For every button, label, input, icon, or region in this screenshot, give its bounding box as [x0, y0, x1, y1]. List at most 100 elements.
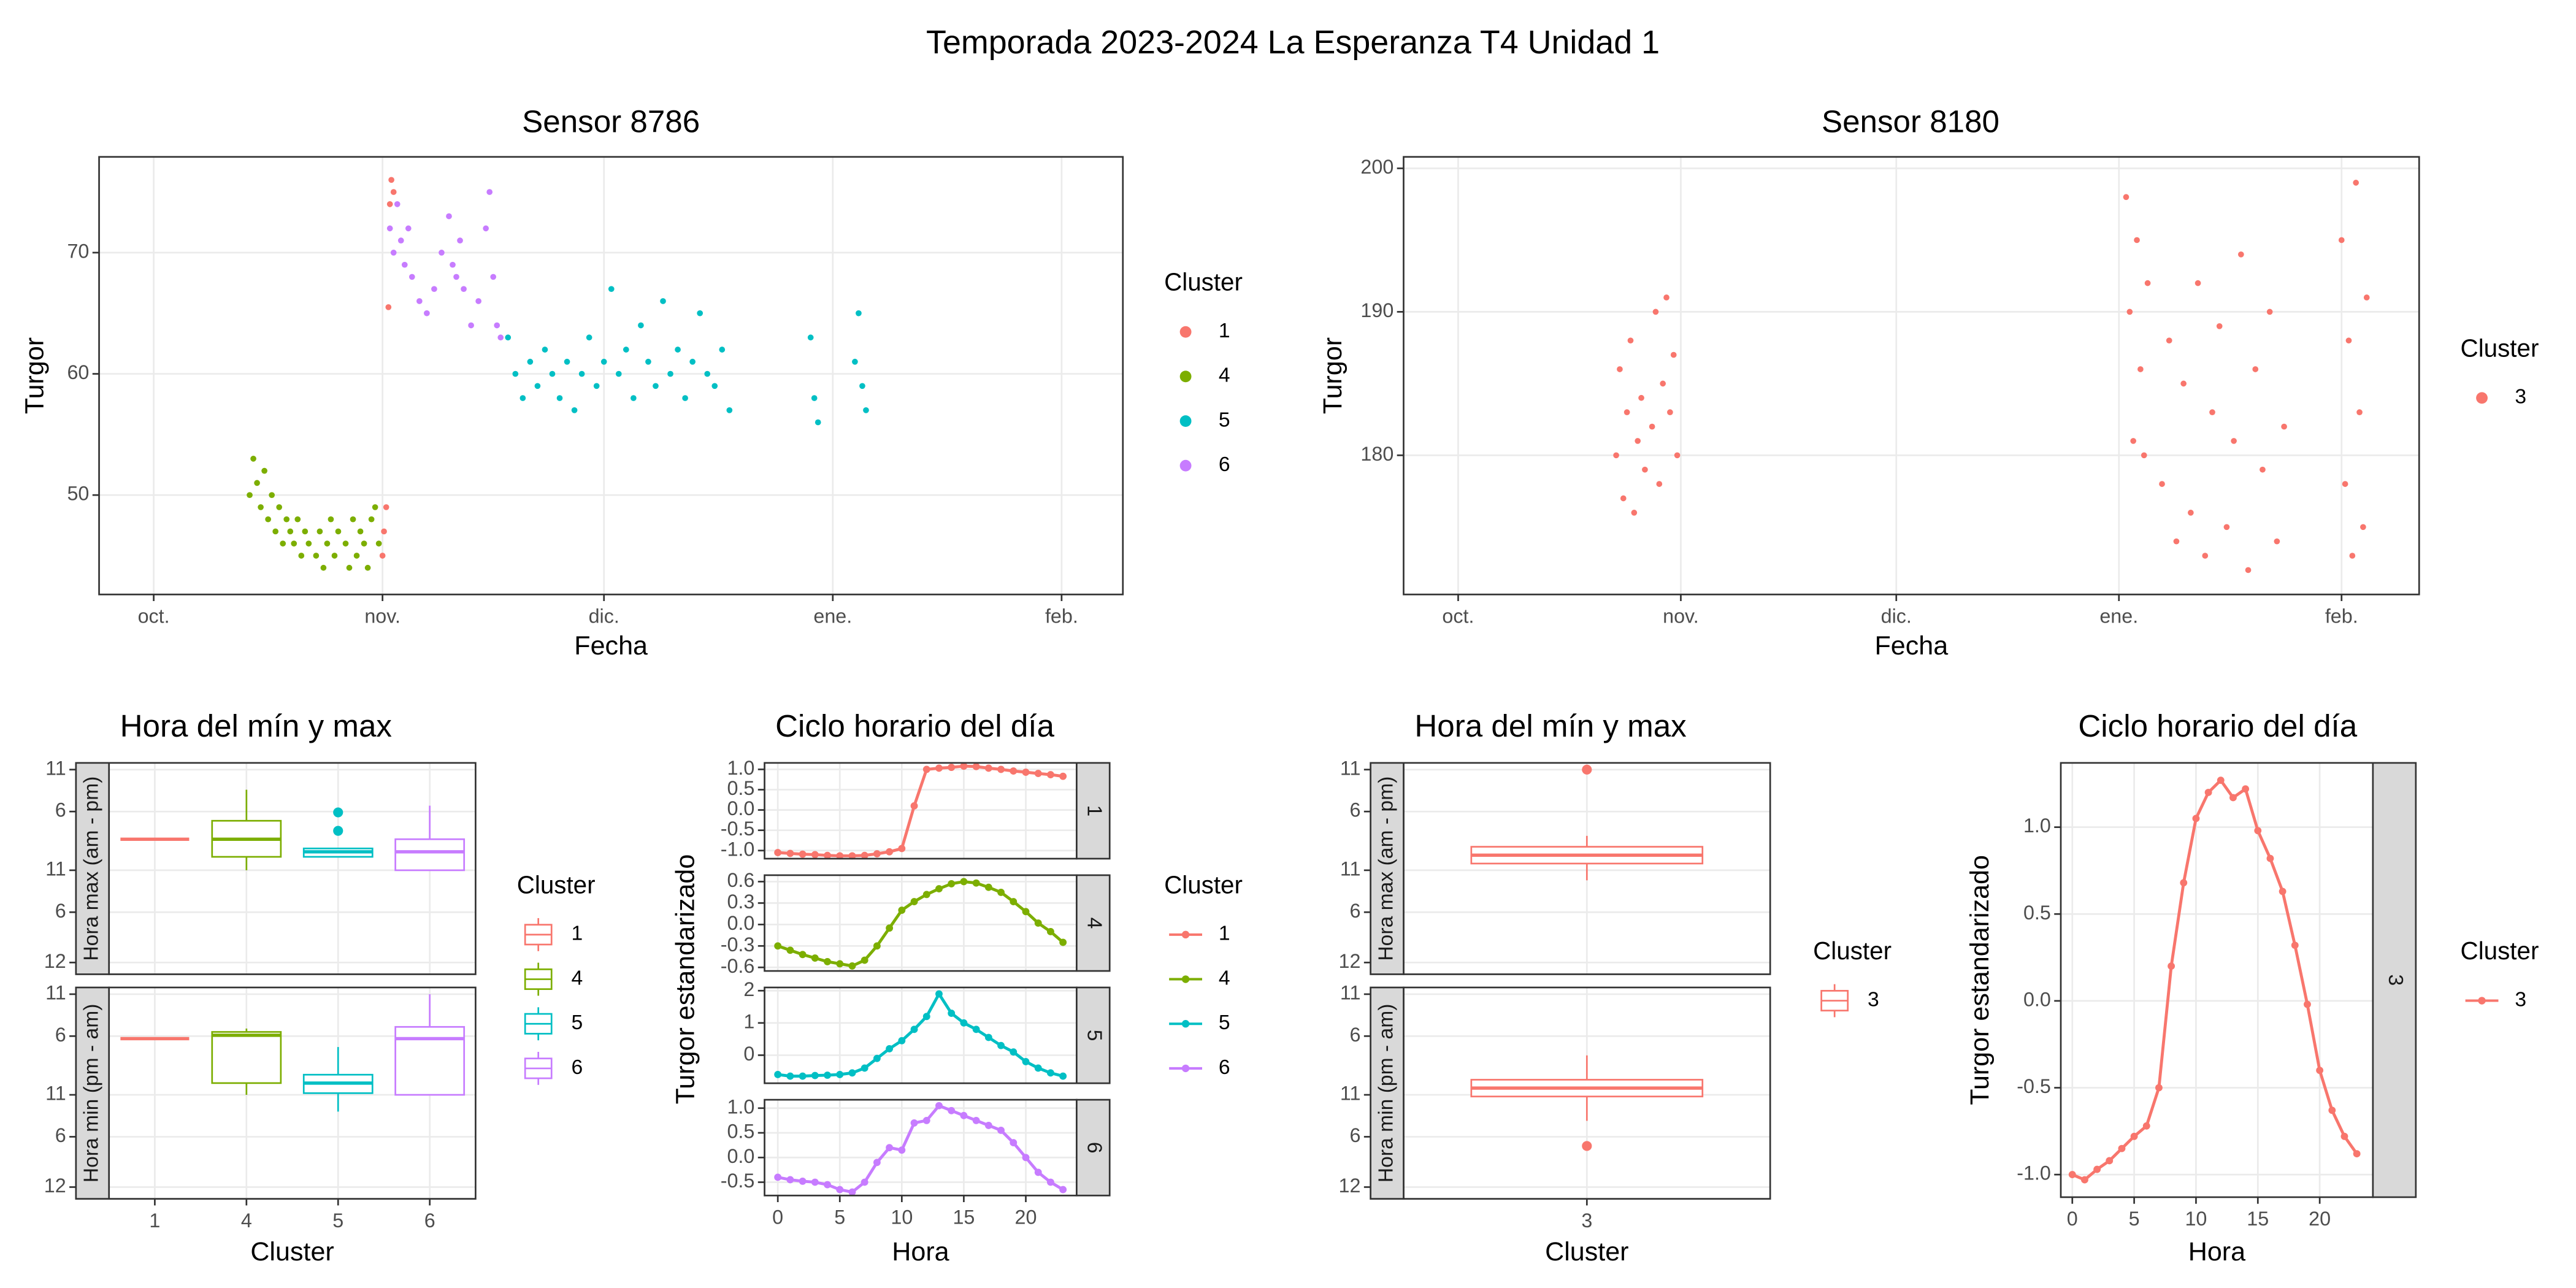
- legend-key: [2476, 392, 2488, 404]
- data-point: [1638, 394, 1644, 401]
- data-point: [873, 1054, 881, 1062]
- panel-background: [1403, 156, 2420, 595]
- data-point: [258, 504, 264, 510]
- data-point: [254, 480, 260, 486]
- x-tick-label: nov.: [1663, 605, 1699, 627]
- data-point: [2360, 524, 2366, 531]
- data-point: [490, 274, 497, 280]
- data-point: [269, 492, 275, 499]
- y-tick-label: 11: [45, 1083, 66, 1105]
- data-point: [556, 395, 563, 401]
- legend-key: [1179, 370, 1192, 383]
- data-point: [2231, 438, 2237, 444]
- legend-label: 5: [1219, 1011, 1230, 1034]
- data-point: [910, 1119, 918, 1127]
- data-point: [364, 564, 371, 571]
- y-tick-label: 0.5: [727, 777, 754, 799]
- data-point: [2173, 538, 2180, 545]
- facet-label: 1: [1083, 805, 1105, 817]
- y-tick-label: 1.0: [727, 757, 754, 779]
- panel-border: [98, 156, 1124, 596]
- data-point: [972, 1116, 980, 1124]
- data-point: [2081, 1176, 2088, 1184]
- x-tick-label: oct.: [1442, 605, 1474, 627]
- data-point: [394, 201, 401, 207]
- data-point: [824, 851, 831, 859]
- legend-label: 3: [2515, 988, 2526, 1011]
- data-point: [386, 201, 393, 207]
- legend-key: [2478, 997, 2486, 1005]
- data-point: [2266, 309, 2273, 315]
- data-point: [786, 946, 794, 954]
- x-tick-label: nov.: [364, 605, 401, 627]
- y-tick-label: 11: [45, 981, 66, 1003]
- chart-title: Hora del mín y max: [120, 708, 393, 743]
- data-point: [302, 528, 309, 535]
- data-point: [997, 888, 1005, 896]
- y-tick-label: -0.5: [2017, 1075, 2051, 1097]
- legend-label: 3: [2515, 386, 2526, 408]
- data-point: [2353, 180, 2359, 186]
- data-point: [984, 883, 992, 891]
- panel-background: [99, 156, 1123, 595]
- y-tick-label: 12: [44, 1175, 66, 1197]
- data-point: [475, 298, 481, 304]
- data-point: [848, 852, 856, 860]
- legend-label: 3: [1868, 988, 1879, 1011]
- y-tick-label: 6: [55, 1024, 66, 1046]
- panel-border: [1403, 156, 2420, 596]
- data-point: [350, 516, 356, 523]
- data-point: [863, 407, 869, 413]
- x-tick-label: 20: [2309, 1208, 2331, 1230]
- legend-title: Cluster: [1164, 268, 1243, 296]
- data-point: [368, 516, 375, 523]
- chart-title: Ciclo horario del día: [2078, 708, 2357, 743]
- data-point: [948, 764, 956, 772]
- y-tick-label: 11: [1340, 757, 1361, 779]
- data-point: [527, 358, 534, 365]
- data-point: [799, 1072, 807, 1080]
- facet-strip: [1076, 762, 1111, 860]
- data-point: [328, 516, 334, 523]
- x-tick-label: 10: [2185, 1208, 2207, 1230]
- facet-strip: [1370, 986, 1405, 1200]
- data-point: [2242, 785, 2250, 793]
- facet-strip: [1076, 874, 1111, 972]
- data-point: [335, 528, 342, 535]
- x-tick-label: feb.: [2325, 605, 2358, 627]
- data-point: [1631, 510, 1638, 516]
- data-point: [2245, 567, 2252, 573]
- x-axis-label: Hora: [2188, 1237, 2245, 1267]
- facet-label: 5: [1083, 1030, 1105, 1041]
- data-point: [2229, 794, 2237, 802]
- y-tick-label: 1: [743, 1010, 754, 1032]
- data-point: [397, 237, 404, 243]
- data-point: [960, 1111, 968, 1119]
- facet-label: 3: [2384, 975, 2407, 986]
- data-point: [898, 1037, 906, 1045]
- data-point: [667, 370, 673, 377]
- y-tick-label: 6: [1349, 1124, 1360, 1146]
- data-point: [910, 1025, 918, 1033]
- x-tick-label: 5: [834, 1206, 845, 1228]
- data-point: [2363, 294, 2370, 301]
- data-point: [948, 1010, 956, 1017]
- legend-key: [1181, 975, 1190, 983]
- data-point: [2353, 1150, 2361, 1158]
- facet-strip: [75, 762, 110, 975]
- data-point: [512, 370, 519, 377]
- data-point: [922, 891, 930, 899]
- data-point: [453, 274, 459, 280]
- y-tick-label: 12: [1339, 950, 1361, 972]
- data-point: [2356, 409, 2363, 415]
- data-point: [960, 878, 968, 886]
- data-point: [786, 849, 794, 857]
- data-point: [2216, 323, 2223, 329]
- chart-title: Hora del mín y max: [1414, 708, 1687, 743]
- data-point: [689, 358, 696, 365]
- y-tick-label: 60: [67, 361, 89, 383]
- y-tick-label: 0.6: [727, 869, 754, 891]
- legend-title: Cluster: [1164, 870, 1243, 899]
- data-point: [824, 958, 831, 965]
- legend-label: 6: [1219, 1056, 1230, 1079]
